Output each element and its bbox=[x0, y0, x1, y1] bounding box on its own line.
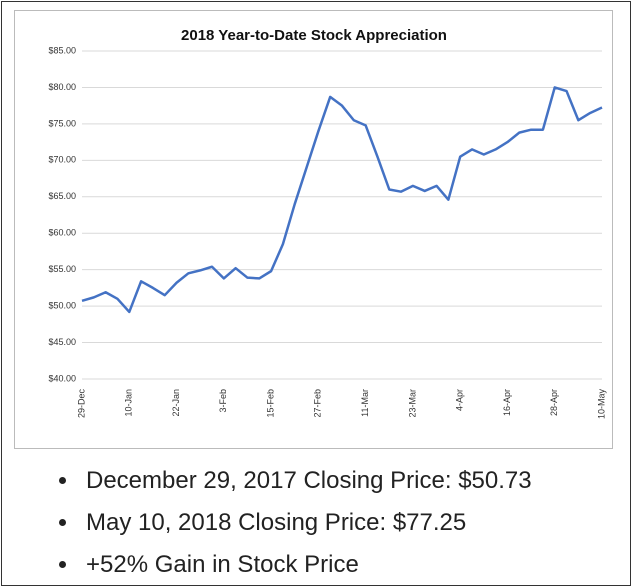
price-line bbox=[81, 86, 603, 314]
x-tick-label: 23-Mar bbox=[407, 389, 417, 418]
note: December 29, 2017 Closing Price: $50.73 bbox=[80, 460, 532, 502]
y-tick-label: $75.00 bbox=[48, 118, 76, 128]
y-tick-label: $65.00 bbox=[48, 191, 76, 201]
y-tick-label: $50.00 bbox=[48, 300, 76, 310]
x-tick-label: 28-Apr bbox=[549, 389, 559, 416]
y-tick-label: $40.00 bbox=[48, 373, 76, 383]
y-tick-label: $70.00 bbox=[48, 155, 76, 165]
x-tick-label: 27-Feb bbox=[313, 389, 323, 418]
x-tick-label: 11-Mar bbox=[360, 389, 370, 417]
chart: 2018 Year-to-Date Stock Appreciation $40… bbox=[14, 10, 613, 449]
x-tick-label: 16-Apr bbox=[502, 389, 512, 416]
y-tick-label: $85.00 bbox=[48, 45, 76, 55]
x-tick-label: 15-Feb bbox=[265, 389, 275, 418]
note: May 10, 2018 Closing Price: $77.25 bbox=[80, 502, 532, 544]
y-tick-label: $55.00 bbox=[48, 264, 76, 274]
y-tick-label: $60.00 bbox=[48, 228, 76, 238]
note: +52% Gain in Stock Price bbox=[80, 544, 532, 586]
x-tick-label: 4-Apr bbox=[455, 389, 465, 411]
x-tick-label: 3-Feb bbox=[218, 389, 228, 413]
notes: December 29, 2017 Closing Price: $50.73 … bbox=[50, 460, 532, 586]
y-tick-label: $80.00 bbox=[48, 82, 76, 92]
chart-border bbox=[14, 10, 613, 449]
x-tick-label: 22-Jan bbox=[171, 389, 181, 417]
x-tick-label: 10-Jan bbox=[124, 389, 134, 417]
x-tick-label: 29-Dec bbox=[76, 389, 86, 419]
y-tick-label: $45.00 bbox=[48, 337, 76, 347]
x-tick-label: 10-May bbox=[596, 389, 606, 420]
chart-title: 2018 Year-to-Date Stock Appreciation bbox=[181, 27, 447, 44]
